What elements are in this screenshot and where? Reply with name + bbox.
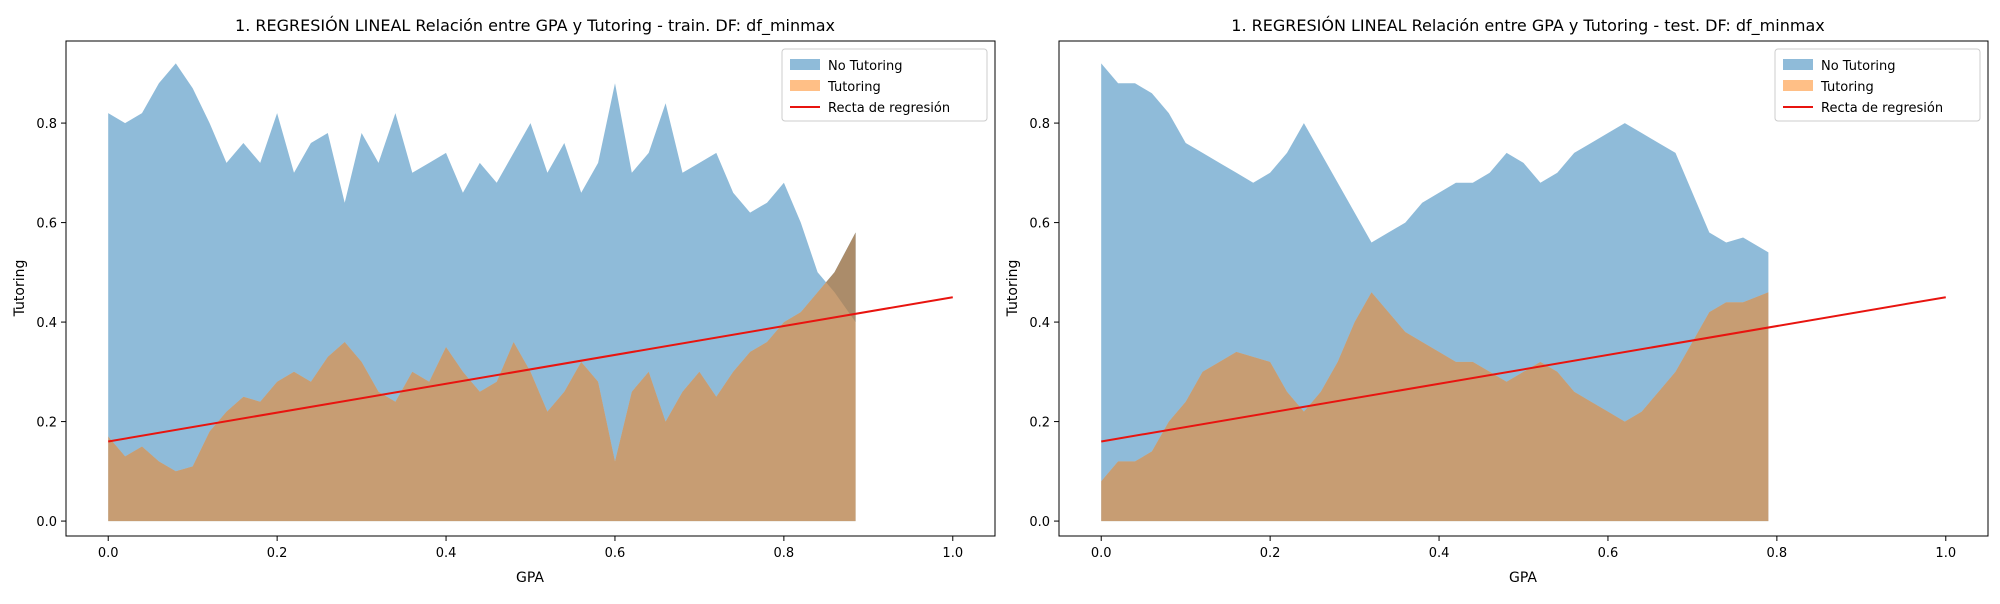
area-series-no-tutoring	[108, 63, 856, 472]
legend-label: No Tutoring	[1821, 59, 1896, 74]
area-series-tutoring	[1101, 292, 1769, 522]
x-tick-label: 0.4	[436, 546, 457, 561]
y-axis-label: Tutoring	[12, 260, 28, 318]
y-axis-label: Tutoring	[1005, 260, 1021, 318]
y-tick-label: 0.6	[1029, 217, 1050, 232]
x-tick-label: 1.0	[1935, 546, 1956, 561]
axes-frame	[1058, 40, 1989, 537]
y-tick-label: 0.2	[36, 416, 57, 431]
regression-line	[108, 296, 953, 443]
y-axis: 0.0 0.2 0.4 0.6 0.8	[36, 117, 66, 530]
legend-swatch	[790, 59, 820, 70]
y-tick-label: 0.8	[36, 117, 57, 132]
regression-line	[1101, 296, 1946, 443]
x-tick-label: 0.4	[1429, 546, 1450, 561]
y-axis: 0.0 0.2 0.4 0.6 0.8	[1029, 117, 1059, 530]
x-tick-label: 0.2	[267, 546, 288, 561]
x-tick-label: 0.2	[1260, 546, 1281, 561]
legend-box	[781, 48, 988, 122]
x-tick-label: 0.6	[605, 546, 626, 561]
chart-title: 1. REGRESIÓN LINEAL Relación entre GPA y…	[1231, 16, 1824, 36]
x-axis-label: GPA	[1509, 570, 1537, 586]
legend-swatch	[1783, 59, 1813, 70]
legend-label: Recta de regresión	[1821, 101, 1943, 116]
legend-label: Tutoring	[1820, 80, 1874, 95]
area-series-no-tutoring	[1101, 63, 1769, 482]
x-tick-label: 0.8	[1767, 546, 1788, 561]
legend: No Tutoring Tutoring Recta de regresión	[781, 48, 988, 122]
plot-area	[1101, 63, 1946, 522]
x-tick-label: 0.0	[1091, 546, 1112, 561]
x-axis: 0.0 0.2 0.4 0.6 0.8 1.0	[98, 536, 963, 561]
y-tick-label: 0.0	[1029, 515, 1050, 530]
y-tick-label: 0.4	[1029, 316, 1050, 331]
plot-area	[108, 63, 953, 522]
legend-swatch	[790, 80, 820, 91]
x-tick-label: 0.6	[1598, 546, 1619, 561]
legend-swatch	[1783, 80, 1813, 91]
subplot-test: 1. REGRESIÓN LINEAL Relación entre GPA y…	[1005, 16, 1989, 586]
legend-label: No Tutoring	[828, 59, 903, 74]
legend-box	[1774, 48, 1981, 122]
legend-label: Tutoring	[827, 80, 881, 95]
chart-title: 1. REGRESIÓN LINEAL Relación entre GPA y…	[235, 16, 835, 36]
y-tick-label: 0.8	[1029, 117, 1050, 132]
x-axis-label: GPA	[516, 570, 544, 586]
legend-label: Recta de regresión	[828, 101, 950, 116]
y-tick-label: 0.0	[36, 515, 57, 530]
x-tick-label: 0.8	[774, 546, 795, 561]
y-tick-label: 0.2	[1029, 416, 1050, 431]
axes-frame	[65, 40, 996, 537]
x-tick-label: 1.0	[942, 546, 963, 561]
area-series-tutoring	[108, 232, 856, 522]
x-axis: 0.0 0.2 0.4 0.6 0.8 1.0	[1091, 536, 1956, 561]
subplot-train: 1. REGRESIÓN LINEAL Relación entre GPA y…	[12, 16, 996, 586]
y-tick-label: 0.6	[36, 217, 57, 232]
x-tick-label: 0.0	[98, 546, 119, 561]
y-tick-label: 0.4	[36, 316, 57, 331]
legend: No Tutoring Tutoring Recta de regresión	[1774, 48, 1981, 122]
